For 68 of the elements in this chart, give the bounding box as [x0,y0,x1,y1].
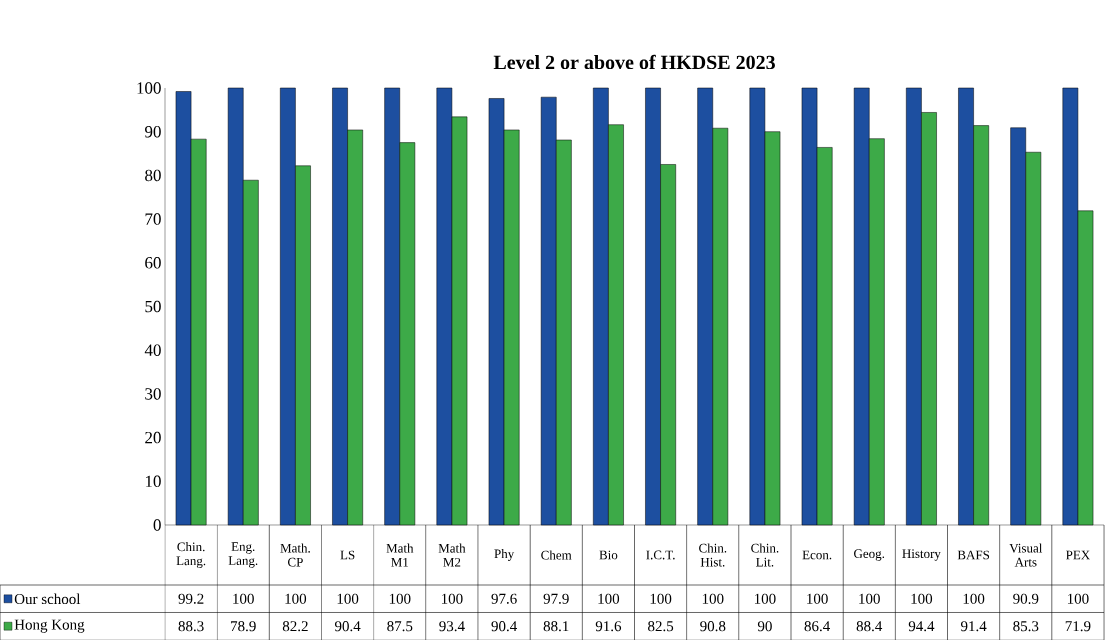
data-label: 90.4 [491,621,517,632]
data-label: 86.4 [804,621,830,632]
data-label: 100 [598,593,620,604]
data-label: 100 [441,593,463,604]
x-tick-label: Phy [494,549,515,561]
y-tick-label: 80 [145,169,161,182]
data-label: 100 [911,593,933,604]
y-tick-label: 30 [145,388,161,400]
x-tick-label: Chin. Lang. [176,542,206,568]
x-tick-label: Chin. Hist. [699,543,727,567]
chart-title: Level 2 or above of HKDSE 2023 [493,54,775,70]
data-label: 88.1 [543,621,569,632]
data-label: 97.6 [491,593,517,604]
y-tick-label: 60 [145,257,161,269]
x-tick-label: I.C.T. [646,550,675,560]
data-label: 100 [754,593,776,604]
legend-label: Hong Kong [14,619,85,633]
x-tick-label: BAFS [957,550,990,560]
data-label: 100 [807,593,828,604]
y-tick-label: 0 [153,519,161,531]
data-label: 100 [963,593,985,604]
data-label: 71.9 [1065,621,1091,632]
x-tick-label: Bio [599,550,618,560]
x-tick-label: Chem [541,550,572,560]
x-tick-label: LS [340,550,355,560]
x-tick-label: Math M1 [386,543,414,567]
data-label: 78.9 [231,621,256,632]
data-label: 100 [233,593,254,604]
data-label: 90.9 [1013,593,1039,604]
data-label: 100 [702,593,724,604]
y-tick-label: 10 [145,475,161,488]
x-tick-label: Visual Arts [1009,543,1043,567]
data-label: 100 [650,593,672,604]
y-tick-label: 90 [145,125,161,138]
x-tick-label: PEX [1066,550,1090,560]
data-label: 88.4 [856,621,883,632]
legend-label: Our school [14,593,81,605]
data-label: 93.4 [439,621,465,632]
data-label: 100 [285,593,307,604]
x-tick-label: Math M2 [438,543,466,567]
data-label: 100 [1067,593,1089,604]
data-label: 82.5 [648,621,674,632]
data-label: 90.8 [700,621,726,632]
x-tick-label: Math. CP [280,543,310,567]
data-label: 100 [389,593,411,604]
data-label: 100 [337,593,359,604]
y-tick-label: 40 [144,344,161,356]
y-tick-label: 100 [137,82,161,94]
data-label: 94.4 [908,621,935,632]
data-label: 85.3 [1013,621,1039,632]
x-tick-label: Chin. Lit. [751,543,779,567]
data-label: 97.9 [543,593,569,604]
data-label: 90 [757,621,772,632]
data-label: 88.3 [178,621,204,632]
x-tick-label: History [902,549,941,561]
data-label: 90.4 [334,621,361,632]
x-tick-label: Geog. [854,549,885,561]
x-tick-label: Eng. Lang. [228,542,258,568]
data-label: 91.6 [595,621,622,632]
data-label: 99.2 [178,593,204,604]
x-tick-label: Econ. [802,550,832,560]
y-tick-label: 70 [145,213,161,225]
data-label: 100 [859,593,880,604]
data-label: 91.4 [960,621,987,632]
y-tick-label: 50 [145,300,161,313]
y-tick-label: 20 [145,431,161,444]
data-label: 87.5 [387,621,413,632]
data-label: 82.2 [282,621,308,632]
